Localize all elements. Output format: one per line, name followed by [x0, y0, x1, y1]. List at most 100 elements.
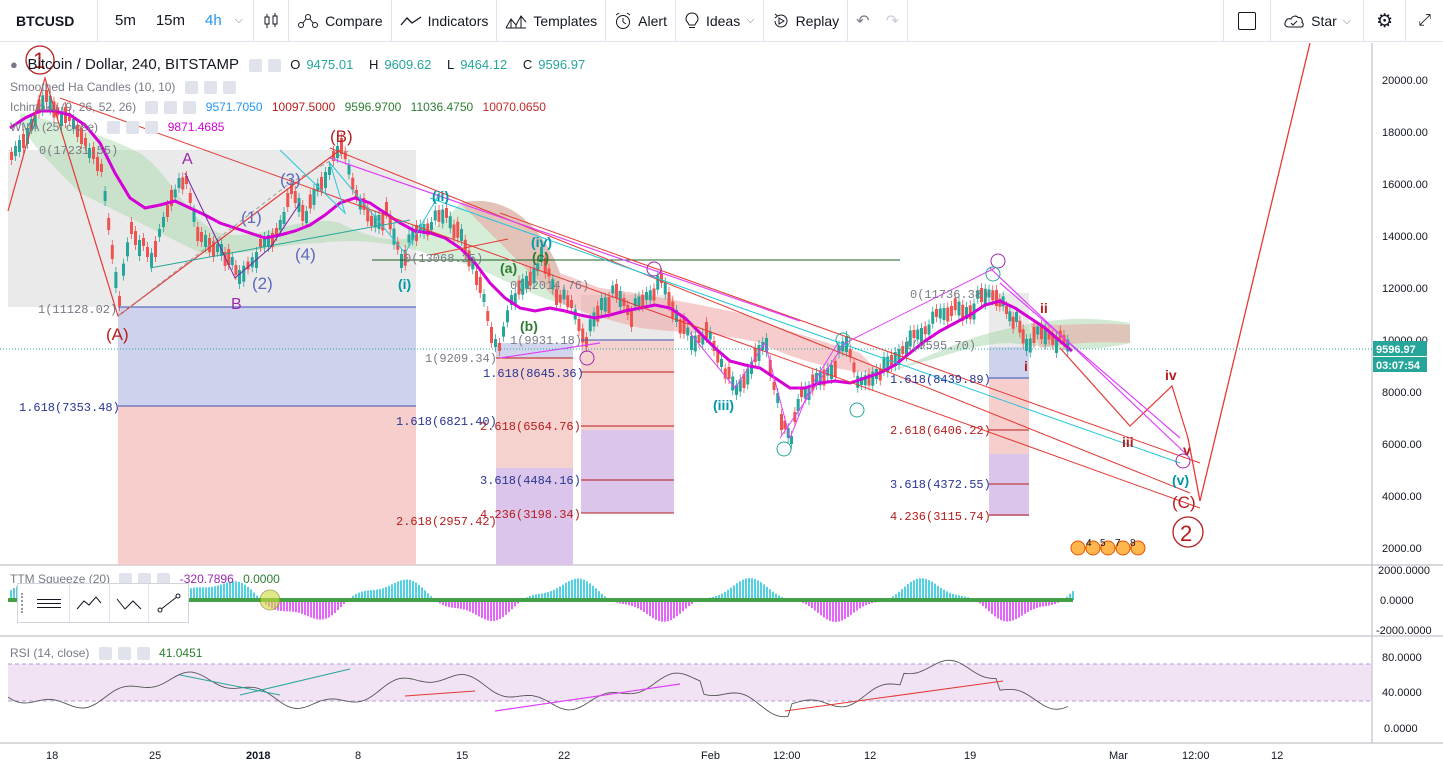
- settings-icon[interactable]: [164, 101, 178, 115]
- templates-button[interactable]: Templates: [497, 0, 607, 42]
- lightbulb-icon: [685, 11, 699, 28]
- wave-circle: [990, 253, 1006, 269]
- fullscreen-button[interactable]: ⤢: [1406, 0, 1443, 42]
- settings-icon[interactable]: [203, 81, 217, 95]
- eye-icon[interactable]: ●: [10, 57, 18, 72]
- price-chart-canvas[interactable]: 20000.0018000.0016000.0014000.0012000.00…: [0, 43, 1443, 765]
- elliott-impulse-tool[interactable]: [70, 584, 110, 622]
- settings-icon[interactable]: [126, 121, 140, 135]
- alarm-clock-icon: [615, 12, 631, 29]
- rsi-value: 41.0451: [159, 646, 203, 660]
- wave-label-B-minor: B: [231, 296, 242, 313]
- eye-icon[interactable]: [107, 121, 121, 135]
- rsi-tick-label: 0.0000: [1384, 723, 1418, 735]
- indicators-icon: [400, 15, 422, 25]
- drag-handle-icon[interactable]: [18, 584, 30, 622]
- close-icon[interactable]: [145, 121, 159, 135]
- redo-icon: ↷: [885, 12, 899, 30]
- wma-name: WMA (25, close): [10, 120, 99, 134]
- price-tick-label: 4000.00: [1382, 491, 1422, 503]
- wave-label-2-paren: (2): [252, 274, 273, 293]
- eye-icon[interactable]: [184, 81, 198, 95]
- trend-line-tool[interactable]: [149, 584, 188, 622]
- event-badge-label: 5: [1100, 538, 1106, 549]
- replay-label: Replay: [795, 12, 840, 29]
- chart-area[interactable]: 20000.00 18000.00 16000.00 14000.00 12000.00…: [0, 43, 1443, 765]
- wave-label-roman-ii: ii: [1040, 300, 1048, 316]
- compare-icon: [298, 13, 319, 28]
- wave-label-4-paren: (4): [295, 245, 316, 264]
- wave-label-c: (c): [532, 249, 549, 265]
- trend-line-icon: [157, 593, 181, 613]
- time-tick-label: 19: [964, 750, 976, 762]
- price-tick-label: 8000.00: [1382, 387, 1422, 399]
- time-axis[interactable]: 18 25 2018 8 15 22 Feb 12:00 12 19 Mar 12:00 12: [46, 750, 1283, 762]
- compare-button[interactable]: Compare: [289, 0, 392, 42]
- chart-type-button[interactable]: [254, 0, 290, 42]
- fib-label: 1(11128.02): [38, 303, 117, 317]
- wave-label-ii: (ii): [432, 188, 449, 204]
- ideas-label: Ideas: [705, 12, 741, 29]
- alert-button[interactable]: Alert: [606, 0, 676, 42]
- eye-icon[interactable]: [145, 101, 159, 115]
- rsi-tick-label: 80.0000: [1382, 652, 1422, 664]
- undo-button[interactable]: ↶: [848, 0, 877, 42]
- fib-label: 1.618(6821.40): [396, 415, 497, 429]
- indicators-button[interactable]: Indicators: [392, 0, 498, 42]
- price-axis[interactable]: 20000.00 18000.00 16000.00 14000.00 12000.00…: [1382, 75, 1428, 555]
- ttm-tick-label: 0.0000: [1380, 595, 1414, 607]
- fib-label: 2.618(6406.22): [890, 424, 991, 438]
- fib-label: 1(9209.34): [425, 352, 497, 366]
- wave-circle: [849, 402, 865, 418]
- symbol-title: Bitcoin / Dollar, 240, BITSTAMP: [27, 56, 239, 73]
- star-button[interactable]: Star ⌵: [1271, 0, 1365, 42]
- price-tick-label: 20000.00: [1382, 75, 1428, 87]
- chevron-down-icon[interactable]: ⌵: [1342, 14, 1352, 27]
- fib-label: 1.618(8439.89): [890, 373, 991, 387]
- price-tick-label: 14000.00: [1382, 231, 1428, 243]
- redo-button[interactable]: ↷: [878, 0, 908, 42]
- close-icon[interactable]: [222, 81, 236, 95]
- fullscreen-layout-button[interactable]: [1223, 0, 1272, 42]
- rsi-name: RSI (14, close): [10, 646, 90, 660]
- wave-label-v: (v): [1172, 472, 1189, 488]
- fib-label: 1.618(7353.48): [19, 401, 120, 415]
- fib-label: 0(17231.55): [39, 144, 118, 158]
- fib-label: 1(9595.70): [904, 339, 976, 353]
- top-toolbar: BTCUSD 5m 15m 4h ⌵ Compare Indicators Te…: [0, 0, 1443, 42]
- timeframe-15m[interactable]: 15m: [155, 12, 186, 29]
- event-badges[interactable]: 4 5 7 8: [1070, 538, 1146, 556]
- wave-label-1-paren: (1): [241, 208, 262, 227]
- eye-icon[interactable]: [98, 647, 112, 661]
- fib-label: 4.236(3115.74): [890, 510, 991, 524]
- countdown-tag: [1373, 357, 1427, 372]
- ichimoku-value: 9596.9700: [344, 100, 402, 114]
- settings-icon[interactable]: [117, 647, 131, 661]
- settings-button[interactable]: ⚙: [1364, 0, 1407, 42]
- replay-icon: [774, 13, 788, 27]
- close-icon[interactable]: [136, 647, 150, 661]
- fib-levels-tool[interactable]: [30, 584, 70, 622]
- star-label: Star: [1311, 13, 1337, 29]
- ichimoku-legend: Ichimoku (9, 26, 52, 26) 9571.7050 10097…: [10, 100, 552, 115]
- symbol-search[interactable]: BTCUSD: [0, 0, 98, 42]
- replay-button[interactable]: Replay: [764, 0, 849, 42]
- timeframe-5m[interactable]: 5m: [115, 12, 136, 29]
- ttm-tick-label: -2000.0000: [1376, 625, 1432, 637]
- rsi-line: [7, 659, 1069, 718]
- countdown-label: 03:07:54: [1376, 360, 1421, 372]
- timeframe-4h[interactable]: 4h: [205, 12, 222, 29]
- settings-icon[interactable]: [267, 59, 281, 73]
- elliott-correction-tool[interactable]: [110, 584, 150, 622]
- chevron-down-icon[interactable]: ⌵: [746, 14, 755, 26]
- time-tick-label: 12:00: [1182, 750, 1210, 762]
- main-legend: ● Bitcoin / Dollar, 240, BITSTAMP O 9475.…: [10, 56, 597, 73]
- time-tick-label: 15: [456, 750, 468, 762]
- ichimoku-value: 10070.0650: [482, 100, 546, 114]
- close-icon[interactable]: [183, 101, 197, 115]
- chevron-down-icon[interactable]: ⌵: [234, 14, 244, 26]
- ohlc-h: H 9609.62: [368, 57, 432, 72]
- wave-circle: [1172, 516, 1204, 548]
- format-icon[interactable]: [248, 59, 262, 73]
- ideas-button[interactable]: Ideas ⌵: [676, 0, 764, 42]
